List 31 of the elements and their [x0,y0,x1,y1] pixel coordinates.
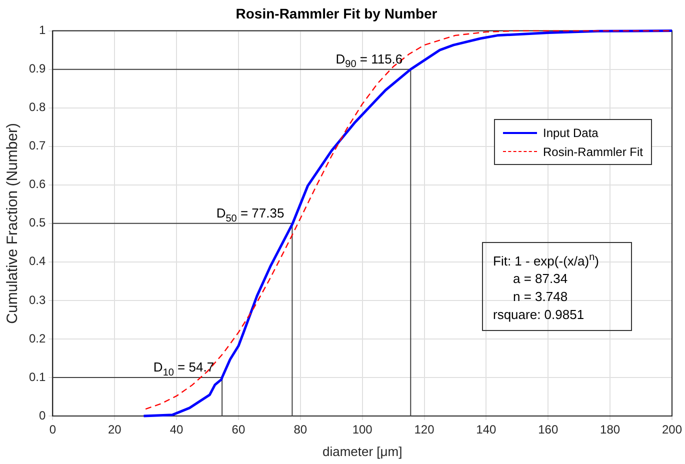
y-tick-label: 1 [38,23,46,38]
annotation: n = 3.748 [512,288,569,306]
x-tick-label: 200 [662,422,682,437]
x-tick-label: 80 [294,422,308,437]
legend-label: Rosin-Rammler Fit [542,144,643,159]
chart-title: Rosin-Rammler Fit by Number [236,5,438,22]
x-tick-label: 120 [414,422,435,437]
x-tick-label: 0 [49,422,56,437]
x-tick-label: 160 [538,422,558,437]
y-tick-label: 0.8 [28,100,46,114]
x-tick-label: 60 [232,422,246,437]
y-tick-label: 0.7 [28,138,46,153]
y-tick-label: 0.6 [28,177,46,192]
y-tick-label: 0.1 [28,370,46,384]
x-tick-label: 40 [170,422,184,437]
y-tick-label: 0.3 [28,292,46,307]
legend-label: Input Data [542,126,598,140]
y-tick-label: 0.5 [28,216,46,230]
x-axis-title: diameter [μm] [322,444,402,459]
annotation: rsquare: 0.9851 [493,306,586,324]
x-tick-label: 20 [108,422,122,437]
annotation: a = 87.34 [512,270,569,288]
x-tick-label: 180 [600,422,620,437]
x-tick-label: 100 [352,422,373,437]
annotation: Fit: 1 - exp(-(x/a)$^{n}$) [493,251,600,270]
y-tick-label: 0 [38,408,46,422]
y-axis-title: Cumulative Fraction (Number) [4,122,22,324]
y-tick-label: 0.9 [28,62,46,76]
y-tick-label: 0.4 [28,254,46,268]
x-tick-label: 140 [476,422,497,437]
y-tick-label: 0.2 [28,331,46,346]
